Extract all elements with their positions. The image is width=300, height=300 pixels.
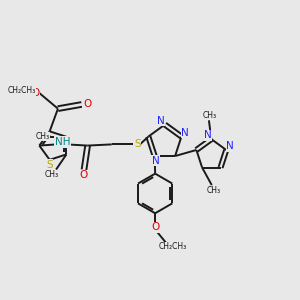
- Text: CH₂CH₃: CH₂CH₃: [7, 86, 36, 95]
- Text: O: O: [151, 222, 159, 233]
- Text: CH₃: CH₃: [206, 186, 220, 195]
- Text: O: O: [79, 170, 87, 180]
- Text: O: O: [31, 88, 39, 98]
- Text: CH₃: CH₃: [202, 110, 217, 119]
- Text: N: N: [182, 128, 189, 138]
- Text: N: N: [204, 130, 212, 140]
- Text: N: N: [226, 141, 234, 151]
- Text: S: S: [46, 160, 53, 170]
- Text: N: N: [152, 156, 160, 166]
- Text: O: O: [83, 99, 91, 109]
- Text: N: N: [157, 116, 165, 126]
- Text: S: S: [134, 140, 141, 149]
- Text: NH: NH: [55, 137, 70, 147]
- Text: CH₂CH₃: CH₂CH₃: [158, 242, 187, 251]
- Text: CH₃: CH₃: [35, 132, 50, 141]
- Text: CH₃: CH₃: [45, 170, 59, 179]
